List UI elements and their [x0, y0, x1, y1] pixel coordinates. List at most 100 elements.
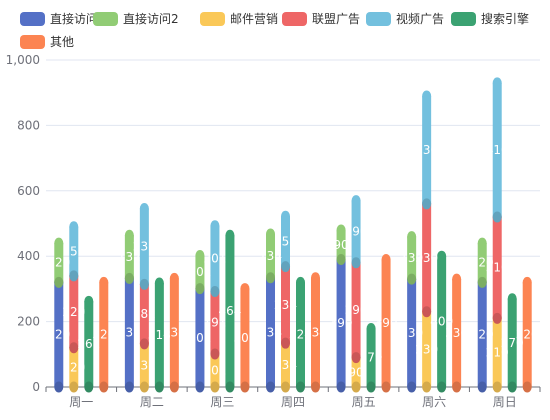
bar-body: [69, 226, 79, 276]
bar-value-label: 220: [62, 305, 85, 319]
bar-5-4[interactable]: [366, 322, 376, 393]
bar-top-cap: [492, 77, 502, 89]
bar-6-0[interactable]: [99, 276, 109, 393]
bar-value-label: 179: [360, 351, 383, 365]
bar-top-cap: [210, 220, 220, 232]
bar-bottom-cap: [295, 381, 305, 393]
bar-body: [452, 279, 462, 387]
bar-5-0[interactable]: [84, 295, 94, 393]
bar-1-6[interactable]: [477, 237, 487, 288]
bar-4-4[interactable]: [351, 195, 361, 269]
bar-body: [507, 298, 517, 387]
bar-4-6[interactable]: [492, 77, 502, 223]
bar-value-label: 134: [274, 358, 297, 372]
bar-body: [407, 279, 417, 387]
legend-label: 视频广告: [396, 11, 444, 26]
bars: [54, 77, 532, 393]
legend-swatch: [20, 12, 45, 26]
bar-body: [54, 243, 64, 283]
bar-value-label: 210: [486, 346, 509, 360]
bar-bottom-cap: [522, 381, 532, 393]
bar-bottom-cap: [452, 381, 462, 393]
bar-value-label: 190: [345, 225, 368, 239]
bar-bottom-cap: [139, 278, 149, 290]
bar-bottom-cap: [351, 352, 361, 364]
bar-6-4[interactable]: [381, 253, 391, 393]
bar-bottom-cap: [422, 198, 432, 210]
bar-body: [281, 266, 291, 344]
bar-1-0[interactable]: [54, 237, 64, 288]
bar-value-label: 90: [348, 365, 363, 379]
legend-item-4[interactable]: 视频广告: [366, 11, 444, 26]
bar-1-4[interactable]: [336, 224, 346, 265]
bar-bottom-cap: [310, 381, 320, 393]
bar-body: [210, 225, 220, 292]
bar-bottom-cap: [336, 253, 346, 265]
bar-1-5[interactable]: [407, 231, 417, 285]
legend-label: 邮件营销: [230, 12, 278, 26]
bar-body: [225, 235, 235, 387]
bar-body: [69, 347, 79, 387]
legend-label: 直接访问2: [123, 11, 179, 26]
bar-top-cap: [507, 293, 517, 305]
bar-6-6[interactable]: [522, 276, 532, 393]
bar-4-2[interactable]: [210, 220, 220, 298]
bar-bottom-cap: [351, 381, 361, 393]
bar-bottom-cap: [210, 286, 220, 298]
bar-body: [124, 235, 134, 279]
bar-5-6[interactable]: [507, 293, 517, 393]
bar-5-1[interactable]: [154, 277, 164, 393]
x-tick-label: 周六: [422, 395, 446, 409]
bar-6-5[interactable]: [452, 273, 462, 393]
bar-body: [124, 278, 134, 387]
bar-1-1[interactable]: [124, 229, 134, 284]
bar-1-2[interactable]: [195, 250, 205, 295]
bar-5-3[interactable]: [295, 276, 305, 393]
bar-body: [437, 256, 447, 387]
bar-bottom-cap: [281, 261, 291, 273]
legend-item-5[interactable]: 搜索引擎: [451, 11, 529, 26]
bar-6-1[interactable]: [169, 272, 179, 393]
legend-item-2[interactable]: 邮件营销: [200, 12, 278, 26]
bar-bottom-cap: [139, 381, 149, 393]
y-tick-label: 0: [32, 380, 40, 394]
legend-item-1[interactable]: 直接访问2: [93, 11, 179, 26]
bar-value-label: 301: [188, 331, 211, 345]
bar-body: [69, 275, 79, 348]
bar-bottom-cap: [139, 338, 149, 350]
legend-item-3[interactable]: 联盟广告: [282, 12, 360, 26]
bar-value-label: 132: [133, 358, 156, 372]
bar-body: [266, 233, 276, 278]
legend-item-0[interactable]: 直接访问: [20, 11, 98, 26]
legend-item-6[interactable]: 其他: [20, 35, 74, 49]
bar-bottom-cap: [422, 381, 432, 393]
bar-body: [381, 259, 391, 387]
bar-value-label: 320: [516, 328, 539, 342]
bar-body: [477, 243, 487, 283]
bar-bottom-cap: [407, 273, 417, 285]
bar-body: [84, 301, 94, 387]
bar-bottom-cap: [225, 381, 235, 393]
bar-6-3[interactable]: [310, 272, 320, 393]
bar-6-2[interactable]: [240, 283, 250, 393]
bar-body: [139, 208, 149, 285]
bar-4-5[interactable]: [422, 90, 432, 210]
bar-4-1[interactable]: [139, 202, 149, 290]
bar-bottom-cap: [69, 381, 79, 393]
bar-5-2[interactable]: [225, 229, 235, 393]
bar-4-0[interactable]: [69, 221, 79, 282]
legend-swatch: [282, 12, 307, 26]
bar-value-label: 330: [400, 326, 423, 340]
bar-body: [492, 82, 502, 217]
bar-body: [281, 343, 291, 387]
bar-body: [240, 288, 250, 387]
bar-4-3[interactable]: [281, 210, 291, 273]
bar-value-label: 318: [148, 328, 171, 342]
x-tick-label: 周二: [140, 395, 164, 409]
bar-body: [99, 282, 109, 387]
bar-5-5[interactable]: [437, 250, 447, 393]
bar-top-cap: [84, 295, 94, 307]
bar-1-3[interactable]: [266, 228, 276, 284]
